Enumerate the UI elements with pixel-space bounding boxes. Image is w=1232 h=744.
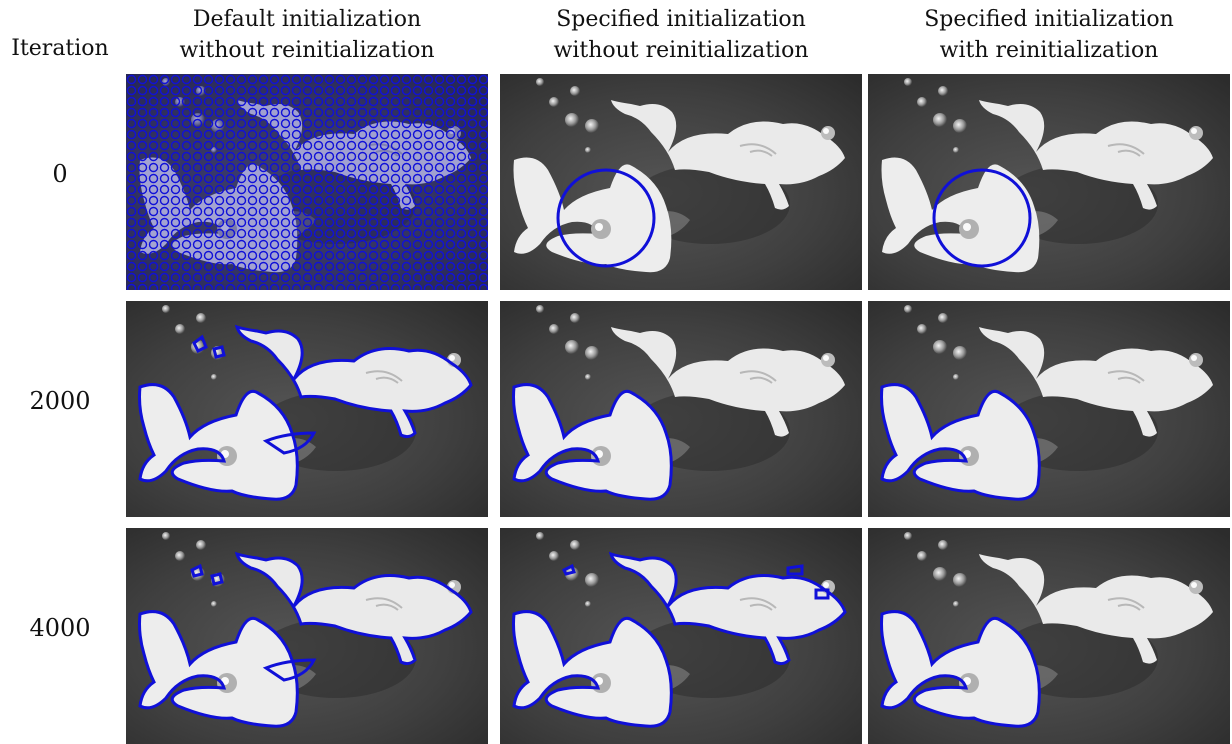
segmentation-image xyxy=(126,301,488,517)
column-header-default-no-reinit: Default initialization without reinitial… xyxy=(126,4,488,66)
iteration-header: Iteration xyxy=(11,36,109,61)
row-label-iteration: 0 xyxy=(52,160,68,188)
segmentation-image xyxy=(868,74,1230,290)
evolved-contour xyxy=(512,551,847,728)
segmentation-image xyxy=(868,528,1230,744)
evolved-contour xyxy=(512,383,673,501)
evolved-contour xyxy=(138,551,473,728)
panel-specified-no-reinit-iter2000 xyxy=(500,301,862,517)
evolved-contour xyxy=(880,610,1041,728)
panel-specified-with-reinit-iter0 xyxy=(868,74,1230,290)
segmentation-image xyxy=(500,528,862,744)
column-header-line: without reinitialization xyxy=(553,38,809,63)
row-label-iteration: 4000 xyxy=(29,614,91,642)
panel-specified-no-reinit-iter0 xyxy=(500,74,862,290)
panel-specified-no-reinit-iter4000 xyxy=(500,528,862,744)
column-header-line: Default initialization xyxy=(192,7,422,32)
evolved-contour xyxy=(138,324,473,501)
panel-default-iter2000 xyxy=(126,301,488,517)
segmentation-image xyxy=(500,74,862,290)
initial-contour xyxy=(932,168,1032,268)
panel-specified-with-reinit-iter2000 xyxy=(868,301,1230,517)
column-header-specified-no-reinit: Specified initialization without reiniti… xyxy=(500,4,862,66)
panel-specified-with-reinit-iter4000 xyxy=(868,528,1230,744)
column-header-specified-with-reinit: Specified initialization with reinitiali… xyxy=(868,4,1230,66)
segmentation-image xyxy=(500,301,862,517)
initial-contour xyxy=(556,168,656,268)
panel-default-iter0 xyxy=(126,74,488,290)
segmentation-image xyxy=(126,74,488,290)
column-header-line: Specified initialization xyxy=(556,7,806,32)
column-header-line: without reinitialization xyxy=(179,38,435,63)
row-label-iteration: 2000 xyxy=(29,387,91,415)
column-header-line: Specified initialization xyxy=(924,7,1174,32)
segmentation-image xyxy=(126,528,488,744)
panel-default-iter4000 xyxy=(126,528,488,744)
evolved-contour xyxy=(880,383,1041,501)
segmentation-image xyxy=(868,301,1230,517)
column-header-line: with reinitialization xyxy=(939,38,1159,63)
